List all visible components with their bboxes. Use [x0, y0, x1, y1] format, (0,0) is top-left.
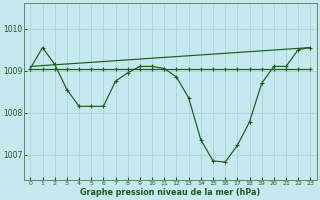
- X-axis label: Graphe pression niveau de la mer (hPa): Graphe pression niveau de la mer (hPa): [80, 188, 260, 197]
